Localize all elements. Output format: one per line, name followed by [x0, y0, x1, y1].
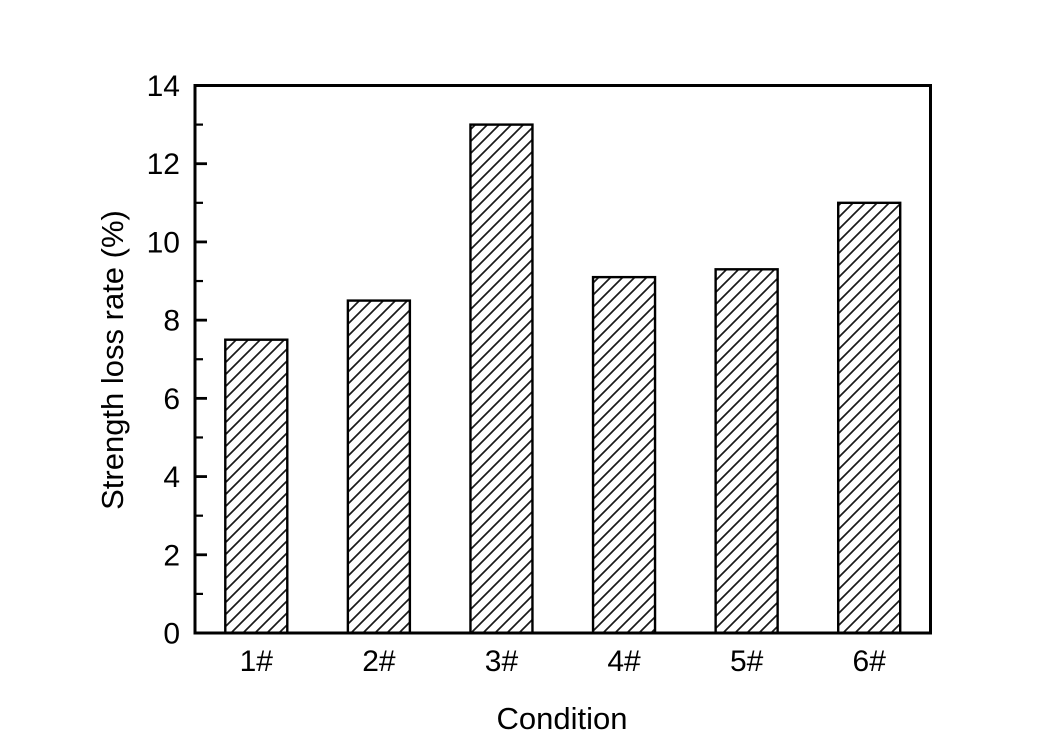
x-category-label: 5# [730, 645, 764, 678]
x-category-label: 6# [853, 645, 887, 678]
bar-2# [346, 299, 412, 635]
plot-frame [193, 84, 932, 635]
bar-4# [591, 275, 657, 635]
bar-5# [714, 268, 779, 635]
y-tick-label: 6 [163, 383, 180, 416]
y-tick-label: 2 [163, 539, 180, 572]
bar-1# [224, 338, 289, 635]
x-category-label: 1# [240, 645, 274, 678]
y-tick-label: 0 [163, 618, 180, 651]
y-tick-label: 4 [163, 461, 180, 494]
bar-6# [837, 201, 902, 635]
y-tick-label: 8 [163, 305, 180, 338]
y-axis-title: Strength loss rate (%) [95, 210, 130, 510]
x-category-label: 3# [485, 645, 519, 678]
x-category-label: 4# [607, 645, 641, 678]
y-tick-label: 14 [147, 70, 180, 103]
x-category-label: 2# [362, 645, 396, 678]
x-axis-title: Condition [496, 701, 628, 736]
y-tick-label: 10 [147, 226, 180, 259]
bar-3# [469, 123, 534, 635]
y-tick-label: 12 [147, 148, 180, 181]
